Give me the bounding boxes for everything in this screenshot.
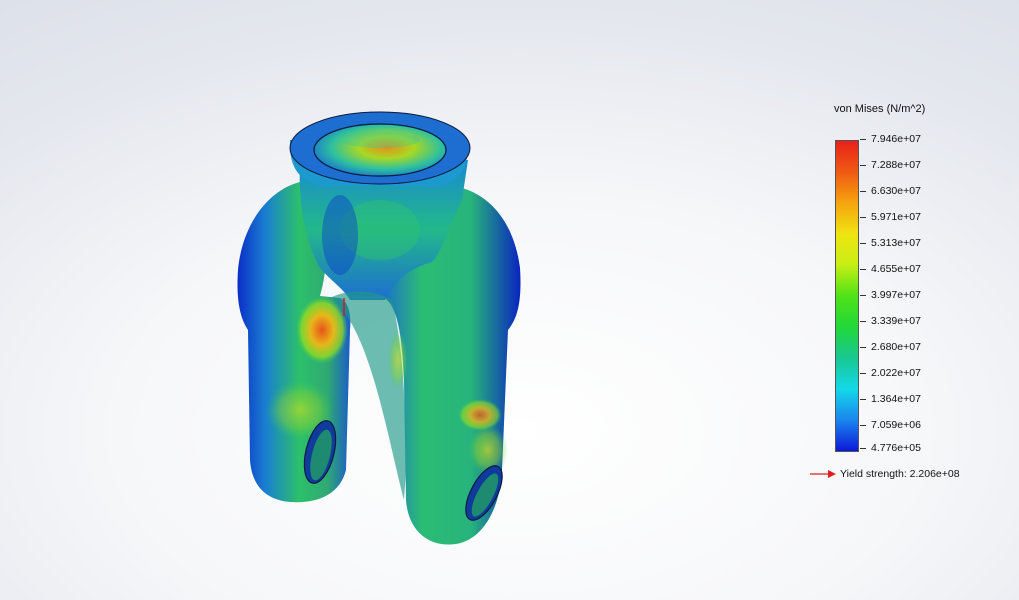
- body-mid-tone: [340, 200, 420, 260]
- tick-label: 3.339e+07: [871, 315, 921, 327]
- legend-tick: 5.971e+07: [860, 210, 921, 224]
- arch-inner-surface: [330, 291, 406, 500]
- tick-label: 4.776e+05: [871, 442, 921, 454]
- hotspot-arch-right: [388, 330, 408, 390]
- red-arrow-icon: [810, 470, 836, 479]
- stress-legend[interactable]: von Mises (N/m^2) 7.946e+07 7.288e+07 6.…: [800, 100, 1000, 490]
- tick-label: 3.997e+07: [871, 289, 921, 301]
- collar-bore: [313, 123, 447, 177]
- tick-label: 1.364e+07: [871, 393, 921, 405]
- tick-label: 7.946e+07: [871, 133, 921, 145]
- legend-tick: 2.680e+07: [860, 340, 921, 354]
- legend-tick: 7.059e+06: [860, 418, 921, 432]
- legend-title: von Mises (N/m^2): [834, 103, 926, 115]
- tick-label: 7.059e+06: [871, 419, 921, 431]
- legend-tick: 3.339e+07: [860, 314, 921, 328]
- hotspot-right-lower: [468, 424, 508, 476]
- legend-tick: 3.997e+07: [860, 288, 921, 302]
- yield-strength-label: Yield strength: 2.206e+08: [840, 468, 960, 480]
- hotspot-left-inner: [296, 296, 348, 364]
- tick-label: 2.022e+07: [871, 367, 921, 379]
- collar-rim-highlight: [340, 132, 420, 148]
- pin-hole-left-inner: [310, 429, 332, 481]
- tick-label: 2.680e+07: [871, 341, 921, 353]
- tick-label: 5.313e+07: [871, 237, 921, 249]
- legend-tick: 2.022e+07: [860, 366, 921, 380]
- legend-tick: 1.364e+07: [860, 392, 921, 406]
- yield-strength-indicator: Yield strength: 2.206e+08: [810, 467, 960, 481]
- legend-tick: 5.313e+07: [860, 236, 921, 250]
- legend-tick: 4.655e+07: [860, 262, 921, 276]
- tick-label: 5.971e+07: [871, 211, 921, 223]
- legend-tick: 7.288e+07: [860, 158, 921, 172]
- tick-label: 6.630e+07: [871, 185, 921, 197]
- legend-tick: 7.946e+07: [860, 132, 921, 146]
- legend-tick: 4.776e+05: [860, 441, 921, 455]
- pin-hole-right-inner: [471, 473, 499, 517]
- legend-color-bar: [835, 140, 859, 452]
- legend-tick-labels: 7.946e+07 7.288e+07 6.630e+07 5.971e+07 …: [860, 133, 1000, 455]
- hotspot-left-lower: [266, 380, 334, 440]
- hotspot-right-inner: [458, 399, 502, 431]
- tick-label: 4.655e+07: [871, 263, 921, 275]
- body-left-shadow: [322, 195, 358, 275]
- clevis-body: [299, 160, 468, 300]
- legend-tick: 6.630e+07: [860, 184, 921, 198]
- tick-label: 7.288e+07: [871, 159, 921, 171]
